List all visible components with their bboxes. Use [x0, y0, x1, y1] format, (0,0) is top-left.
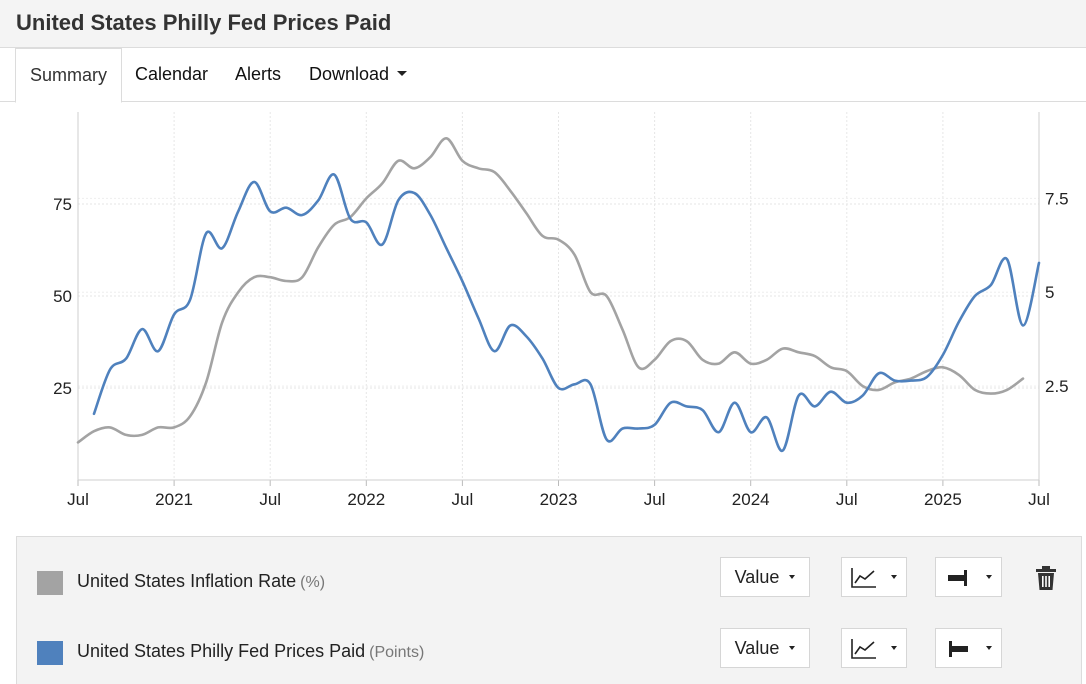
chevron-down-icon	[789, 575, 796, 580]
value-dropdown-label: Value	[734, 638, 780, 658]
x-tick-label: Jul	[644, 490, 666, 509]
legend-panel: United States Inflation Rate (%) Value	[16, 536, 1082, 684]
y-right-tick-label: 2.5	[1045, 377, 1069, 396]
page-title: United States Philly Fed Prices Paid	[16, 10, 392, 35]
x-tick-label: 2024	[732, 490, 770, 509]
value-dropdown[interactable]: Value	[720, 557, 810, 597]
x-tick-label: Jul	[67, 490, 89, 509]
chart-type-dropdown[interactable]	[841, 628, 907, 668]
title-bar: United States Philly Fed Prices Paid	[0, 0, 1086, 48]
series-unit: (Points)	[369, 644, 425, 661]
chevron-down-icon	[986, 575, 992, 579]
series-label: United States Inflation Rate (%)	[77, 571, 325, 592]
tab-alerts[interactable]: Alerts	[235, 64, 282, 84]
legend-row-prices-paid: United States Philly Fed Prices Paid (Poi…	[17, 615, 1083, 684]
legend-row-inflation: United States Inflation Rate (%) Value	[17, 541, 1083, 615]
axis-dropdown[interactable]	[935, 557, 1002, 597]
chart-area: Jul 2021 Jul 2022 Jul 2023 Jul 2024 Jul 2025 Jul 25…	[0, 102, 1086, 536]
tab-bar: Summary Calendar Alerts Download	[0, 48, 1086, 103]
left-axis-icon	[949, 641, 968, 657]
x-tick-label: 2025	[924, 490, 962, 509]
series-label: United States Philly Fed Prices Paid (Poi…	[77, 641, 424, 662]
chart-type-dropdown[interactable]	[841, 557, 907, 597]
chevron-down-icon	[789, 646, 796, 651]
tab-calendar[interactable]: Calendar	[135, 64, 209, 84]
chart-series	[76, 137, 1041, 452]
x-tick-label: Jul	[1028, 490, 1050, 509]
chart-axes	[77, 112, 1040, 486]
chevron-down-icon	[397, 71, 408, 77]
series-line-inflation-rate	[76, 137, 1025, 444]
chevron-down-icon	[986, 646, 992, 650]
chart-tick-labels: Jul 2021 Jul 2022 Jul 2023 Jul 2024 Jul 2025 Jul 25…	[53, 189, 1069, 509]
series-color-swatch[interactable]	[37, 571, 63, 595]
x-tick-label: 2023	[540, 490, 578, 509]
y-left-tick-label: 50	[53, 287, 72, 306]
tab-download[interactable]: Download	[309, 48, 408, 102]
series-name: United States Inflation Rate	[77, 571, 297, 591]
series-name: United States Philly Fed Prices Paid	[77, 641, 366, 661]
x-tick-label: 2021	[155, 490, 193, 509]
series-unit: (%)	[300, 574, 326, 591]
x-tick-label: Jul	[452, 490, 474, 509]
chevron-down-icon	[891, 646, 897, 650]
line-chart-icon	[851, 568, 876, 588]
line-chart: Jul 2021 Jul 2022 Jul 2023 Jul 2024 Jul 2025 Jul 25…	[53, 112, 1069, 509]
y-left-tick-label: 75	[53, 195, 72, 214]
line-chart-icon	[851, 639, 876, 659]
chevron-down-icon	[891, 575, 897, 579]
y-left-tick-label: 25	[53, 379, 72, 398]
chart-grid	[77, 112, 1040, 480]
tab-summary[interactable]: Summary	[15, 48, 122, 103]
value-dropdown-label: Value	[734, 567, 780, 587]
tab-download-label: Download	[309, 64, 390, 84]
right-axis-icon	[948, 570, 967, 586]
axis-dropdown[interactable]	[935, 628, 1002, 668]
y-right-tick-label: 7.5	[1045, 189, 1069, 208]
x-tick-label: Jul	[836, 490, 858, 509]
trash-icon[interactable]	[1035, 565, 1057, 591]
y-right-tick-label: 5	[1045, 283, 1054, 302]
value-dropdown[interactable]: Value	[720, 628, 810, 668]
series-color-swatch[interactable]	[37, 641, 63, 665]
x-tick-label: Jul	[259, 490, 281, 509]
x-tick-label: 2022	[347, 490, 385, 509]
series-line-prices-paid	[92, 173, 1041, 452]
